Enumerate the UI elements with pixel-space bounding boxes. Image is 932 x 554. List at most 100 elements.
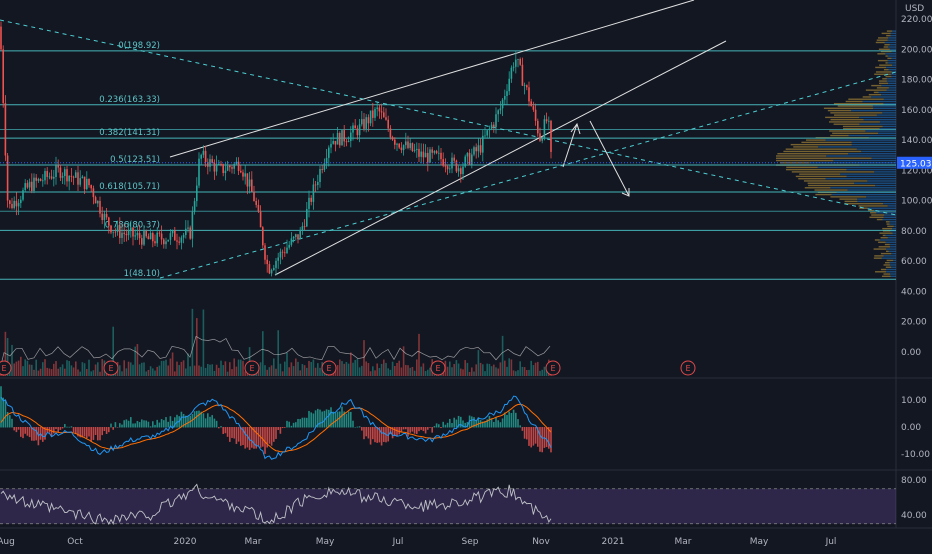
macd-histogram-bar — [68, 426, 70, 428]
volume-bar — [94, 364, 97, 376]
volume-profile-row-down — [876, 114, 896, 116]
candle-body — [378, 107, 381, 112]
volume-profile-row-up — [879, 232, 893, 234]
last-price-badge — [897, 156, 932, 169]
volume-bar — [378, 367, 381, 376]
volume-profile-row-down — [892, 30, 896, 32]
volume-bar — [125, 368, 128, 376]
volume-bar — [204, 367, 207, 376]
macd-histogram-bar — [363, 427, 365, 440]
time-axis[interactable]: Aug Oct 2020 Mar May Jul Sep Nov 2021 Mar May Jul — [0, 537, 836, 547]
volume-bar — [534, 362, 537, 376]
volume-profile-row-down — [886, 80, 896, 82]
trendlines[interactable] — [0, 0, 897, 279]
price-tick-label: 160.00 — [901, 106, 932, 116]
candle-body — [77, 172, 79, 185]
candle-body — [504, 96, 506, 100]
earnings-marker[interactable] — [680, 360, 696, 376]
earnings-marker[interactable] — [103, 360, 119, 376]
earnings-marker[interactable] — [545, 360, 561, 376]
volume-bar — [510, 359, 513, 376]
macd-histogram-bar — [550, 427, 552, 453]
macd-histogram-bar — [176, 414, 178, 428]
volume-bar — [215, 364, 218, 376]
volume-bar — [46, 367, 48, 376]
volume-bar — [165, 359, 167, 376]
volume-profile-row-up — [870, 212, 877, 214]
volume-bar — [506, 366, 508, 376]
price-axis[interactable]: USD220.00200.00180.00160.00140.00120.001… — [0, 4, 932, 521]
volume-bar — [259, 362, 262, 376]
macd-histogram-bar — [310, 412, 312, 428]
volume-bar — [515, 371, 517, 376]
volume-profile-row-up — [883, 273, 891, 275]
volume-bar — [59, 367, 62, 376]
volume-profile-row-up — [843, 128, 880, 130]
volume-bar — [380, 363, 383, 376]
candle-body — [367, 117, 370, 124]
earnings-marker[interactable] — [321, 360, 337, 376]
macd-histogram-bar — [99, 427, 101, 441]
volume-profile-row-down — [888, 87, 896, 89]
time-axis-label: Jul — [392, 537, 404, 547]
volume-bar — [149, 366, 152, 376]
volume-profile-row-up — [805, 139, 826, 141]
volume-profile-row-up — [874, 73, 891, 75]
volume-bar — [50, 369, 53, 376]
volume-bar — [523, 367, 526, 376]
macd-histogram-bar — [295, 422, 297, 428]
volume-bar — [174, 371, 176, 376]
earnings-marker-label: E — [1, 364, 6, 373]
volume-profile-row-up — [776, 159, 834, 162]
candle-body — [369, 110, 372, 124]
macd-histogram-bar — [301, 417, 304, 428]
macd-histogram-bar — [207, 413, 209, 428]
macd-histogram-bar — [297, 418, 299, 428]
volume-profile-row-up — [886, 34, 891, 37]
macd-histogram-bar — [114, 422, 117, 428]
volume-bar — [400, 367, 403, 376]
earnings-marker-label: E — [685, 364, 690, 373]
volume-profile-row-down — [887, 59, 896, 62]
volume-bar — [297, 361, 299, 376]
volume-profile-row-down — [892, 64, 896, 66]
volume-bar — [244, 371, 246, 376]
earnings-marker-label: E — [249, 364, 254, 373]
volume-profile-row-down — [856, 148, 896, 150]
volume-profile-row-down — [878, 132, 896, 134]
earnings-marker[interactable] — [244, 360, 260, 376]
candle-body — [420, 151, 422, 157]
candle-body — [17, 203, 20, 207]
candle-body — [55, 165, 57, 177]
candle-body — [314, 184, 317, 186]
volume-bar — [345, 362, 348, 376]
candle-body — [440, 152, 442, 160]
candle-body — [391, 137, 394, 140]
macd-histogram-bar — [66, 426, 68, 428]
candle-body — [433, 151, 436, 153]
volume-bar — [462, 369, 464, 376]
volume-profile-row-down — [891, 71, 896, 73]
volume-bar — [138, 364, 141, 376]
macd-histogram-bar — [303, 417, 306, 428]
volume-profile-row-down — [866, 196, 896, 198]
earnings-marker[interactable] — [0, 360, 12, 376]
volume-profile-row-down — [848, 153, 896, 155]
volume-bar — [290, 362, 293, 376]
candle-body — [279, 251, 282, 258]
macd-histogram-bar — [290, 425, 293, 428]
volume-bar — [231, 369, 233, 376]
candle-body — [273, 267, 275, 270]
candle-body — [198, 158, 200, 186]
volume-bar — [209, 364, 211, 376]
macd-histogram-bar — [103, 427, 106, 432]
candle-body — [332, 141, 334, 144]
price-tick-label: 200.00 — [901, 45, 932, 55]
earnings-marker[interactable] — [430, 360, 446, 376]
macd-histogram-bar — [240, 427, 242, 446]
macd-histogram-bar — [229, 427, 231, 442]
candle-body — [431, 149, 433, 153]
